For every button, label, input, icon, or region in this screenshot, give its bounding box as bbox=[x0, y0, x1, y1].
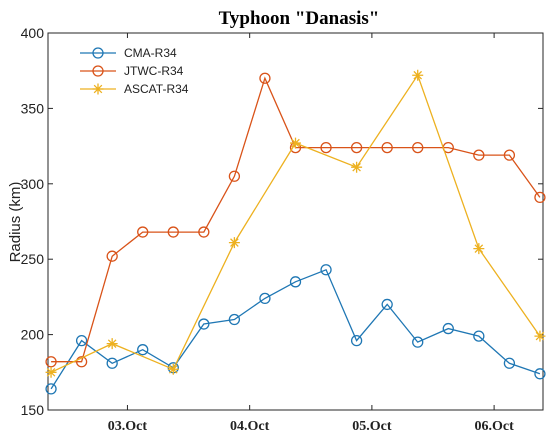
data-point-jtwc-r34 bbox=[228, 170, 241, 182]
data-point-cma-r34 bbox=[350, 334, 363, 347]
legend-marker-ascat-r34 bbox=[92, 83, 104, 95]
data-point-cma-r34 bbox=[320, 264, 332, 276]
y-tick-label: 300 bbox=[21, 176, 45, 192]
data-point-jtwc-r34 bbox=[259, 72, 271, 84]
data-point-cma-r34 bbox=[106, 357, 118, 369]
data-point-cma-r34 bbox=[137, 344, 149, 356]
data-point-ascat-r34 bbox=[412, 69, 424, 81]
data-point-cma-r34 bbox=[442, 322, 454, 335]
data-point-ascat-r34 bbox=[534, 330, 546, 342]
data-point-cma-r34 bbox=[198, 318, 210, 330]
legend-marker-jtwc-r34 bbox=[92, 65, 104, 77]
y-tick-label: 150 bbox=[21, 402, 45, 418]
data-point-ascat-r34 bbox=[45, 366, 57, 378]
x-tick-label: 06.Oct bbox=[474, 419, 514, 434]
data-point-cma-r34 bbox=[45, 383, 57, 395]
data-point-cma-r34 bbox=[289, 276, 302, 288]
data-point-cma-r34 bbox=[75, 334, 88, 347]
chart-title: Typhoon "Danasis" bbox=[219, 8, 380, 29]
data-point-cma-r34 bbox=[473, 330, 485, 342]
data-point-ascat-r34 bbox=[351, 161, 363, 173]
legend-label-cma-r34: CMA-R34 bbox=[124, 46, 177, 60]
x-tick-label: 05.Oct bbox=[352, 419, 392, 434]
data-point-jtwc-r34 bbox=[473, 149, 485, 161]
data-point-jtwc-r34 bbox=[412, 141, 424, 154]
y-tick-label: 400 bbox=[21, 25, 45, 41]
data-point-jtwc-r34 bbox=[45, 356, 57, 368]
data-point-jtwc-r34 bbox=[75, 356, 88, 368]
data-point-jtwc-r34 bbox=[503, 149, 516, 161]
y-tick-label: 350 bbox=[21, 100, 45, 116]
x-tick-label: 03.Oct bbox=[108, 419, 148, 434]
y-tick-label: 250 bbox=[21, 251, 45, 267]
data-point-ascat-r34 bbox=[473, 243, 485, 255]
data-point-ascat-r34 bbox=[167, 363, 179, 375]
data-point-ascat-r34 bbox=[228, 237, 240, 249]
legend-label-jtwc-r34: JTWC-R34 bbox=[124, 64, 184, 78]
data-point-ascat-r34 bbox=[290, 137, 301, 149]
series-line-ascat-r34 bbox=[50, 73, 541, 373]
data-point-jtwc-r34 bbox=[320, 141, 332, 154]
series-line-cma-r34 bbox=[50, 268, 541, 390]
data-point-jtwc-r34 bbox=[167, 226, 179, 238]
y-tick-label: 200 bbox=[21, 327, 45, 343]
data-point-jtwc-r34 bbox=[534, 191, 546, 204]
data-point-cma-r34 bbox=[534, 368, 546, 380]
data-point-cma-r34 bbox=[503, 357, 516, 369]
data-point-cma-r34 bbox=[259, 292, 271, 305]
y-axis-label: Radius (km) bbox=[7, 182, 24, 263]
legend-marker-cma-r34 bbox=[92, 47, 104, 59]
data-point-cma-r34 bbox=[381, 298, 393, 311]
data-point-jtwc-r34 bbox=[350, 141, 363, 154]
data-point-jtwc-r34 bbox=[137, 226, 149, 238]
data-point-cma-r34 bbox=[228, 313, 241, 326]
plot-area: 150 200 250 300 350 400 03.Oct 04.Oct 05.Oct 06.O… bbox=[21, 25, 546, 434]
data-point-ascat-r34 bbox=[106, 338, 118, 350]
data-point-jtwc-r34 bbox=[198, 226, 210, 238]
x-tick-label: 04.Oct bbox=[230, 419, 270, 434]
data-point-jtwc-r34 bbox=[381, 141, 393, 154]
series-line-jtwc-r34 bbox=[51, 76, 541, 363]
data-point-jtwc-r34 bbox=[106, 250, 118, 262]
legend-label-ascat-r34: ASCAT-R34 bbox=[124, 82, 189, 96]
data-point-cma-r34 bbox=[412, 336, 424, 348]
plot-frame bbox=[47, 32, 544, 411]
